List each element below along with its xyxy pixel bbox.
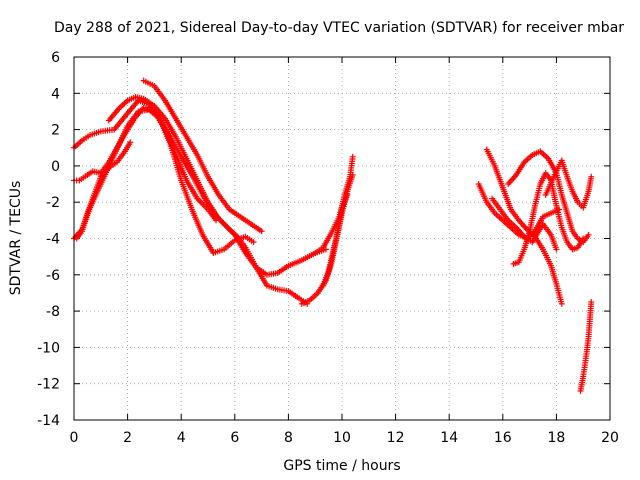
x-tick-label: 0 [70, 430, 79, 446]
chart-title: Day 288 of 2021, Sidereal Day-to-day VTE… [54, 20, 624, 36]
series-arc-15 [542, 157, 595, 211]
y-tick-label: -6 [46, 268, 60, 284]
series-arc-4 [73, 139, 134, 242]
data-point [258, 228, 265, 235]
data-point [588, 173, 595, 180]
y-tick-label: 4 [51, 86, 60, 102]
y-tick-label: 0 [51, 159, 60, 175]
x-tick-label: 14 [440, 430, 458, 446]
y-tick-label: -2 [46, 195, 60, 211]
data-point [344, 191, 351, 198]
data-point [127, 139, 134, 146]
data-point [588, 299, 595, 306]
x-tick-label: 16 [494, 430, 512, 446]
series-arc-9 [320, 191, 351, 289]
x-tick-label: 18 [547, 430, 565, 446]
y-tick-label: -14 [37, 413, 60, 429]
x-tick-label: 2 [123, 430, 132, 446]
data-point [585, 231, 592, 238]
x-tick-label: 4 [177, 430, 186, 446]
data-point [558, 300, 565, 307]
series-arc-16 [577, 299, 595, 394]
data-point [553, 246, 560, 253]
series-arc-12 [489, 195, 560, 253]
data-point [349, 153, 356, 160]
x-tick-label: 8 [284, 430, 293, 446]
x-tick-label: 12 [387, 430, 405, 446]
x-tick-label: 20 [601, 430, 619, 446]
y-tick-label: 2 [51, 123, 60, 139]
y-axis-title: SDTVAR / TECUs [8, 181, 24, 296]
axis-ticks: 0 2 4 6 8 10 12 14 16 18 20 -14 -12 -10 -8 -6 -4 -2 0 2 4 6 [37, 50, 619, 446]
y-tick-label: -10 [37, 340, 60, 356]
x-tick-label: 10 [333, 430, 351, 446]
y-tick-label: 6 [51, 50, 60, 66]
plot-frame [73, 56, 611, 421]
grid [74, 57, 610, 420]
x-tick-label: 6 [230, 430, 239, 446]
series-arc-11 [483, 146, 565, 307]
series-arc-3 [71, 104, 220, 224]
data-marks [71, 77, 595, 394]
y-tick-label: -12 [37, 377, 60, 393]
y-tick-label: -4 [46, 232, 60, 248]
data-point [250, 239, 257, 246]
data-point [580, 235, 587, 242]
y-tick-label: -8 [46, 304, 60, 320]
series-arc-6 [140, 77, 265, 235]
series-arc-14 [510, 170, 587, 267]
series-arc-5 [105, 93, 311, 307]
x-axis-title: GPS time / hours [283, 458, 400, 474]
